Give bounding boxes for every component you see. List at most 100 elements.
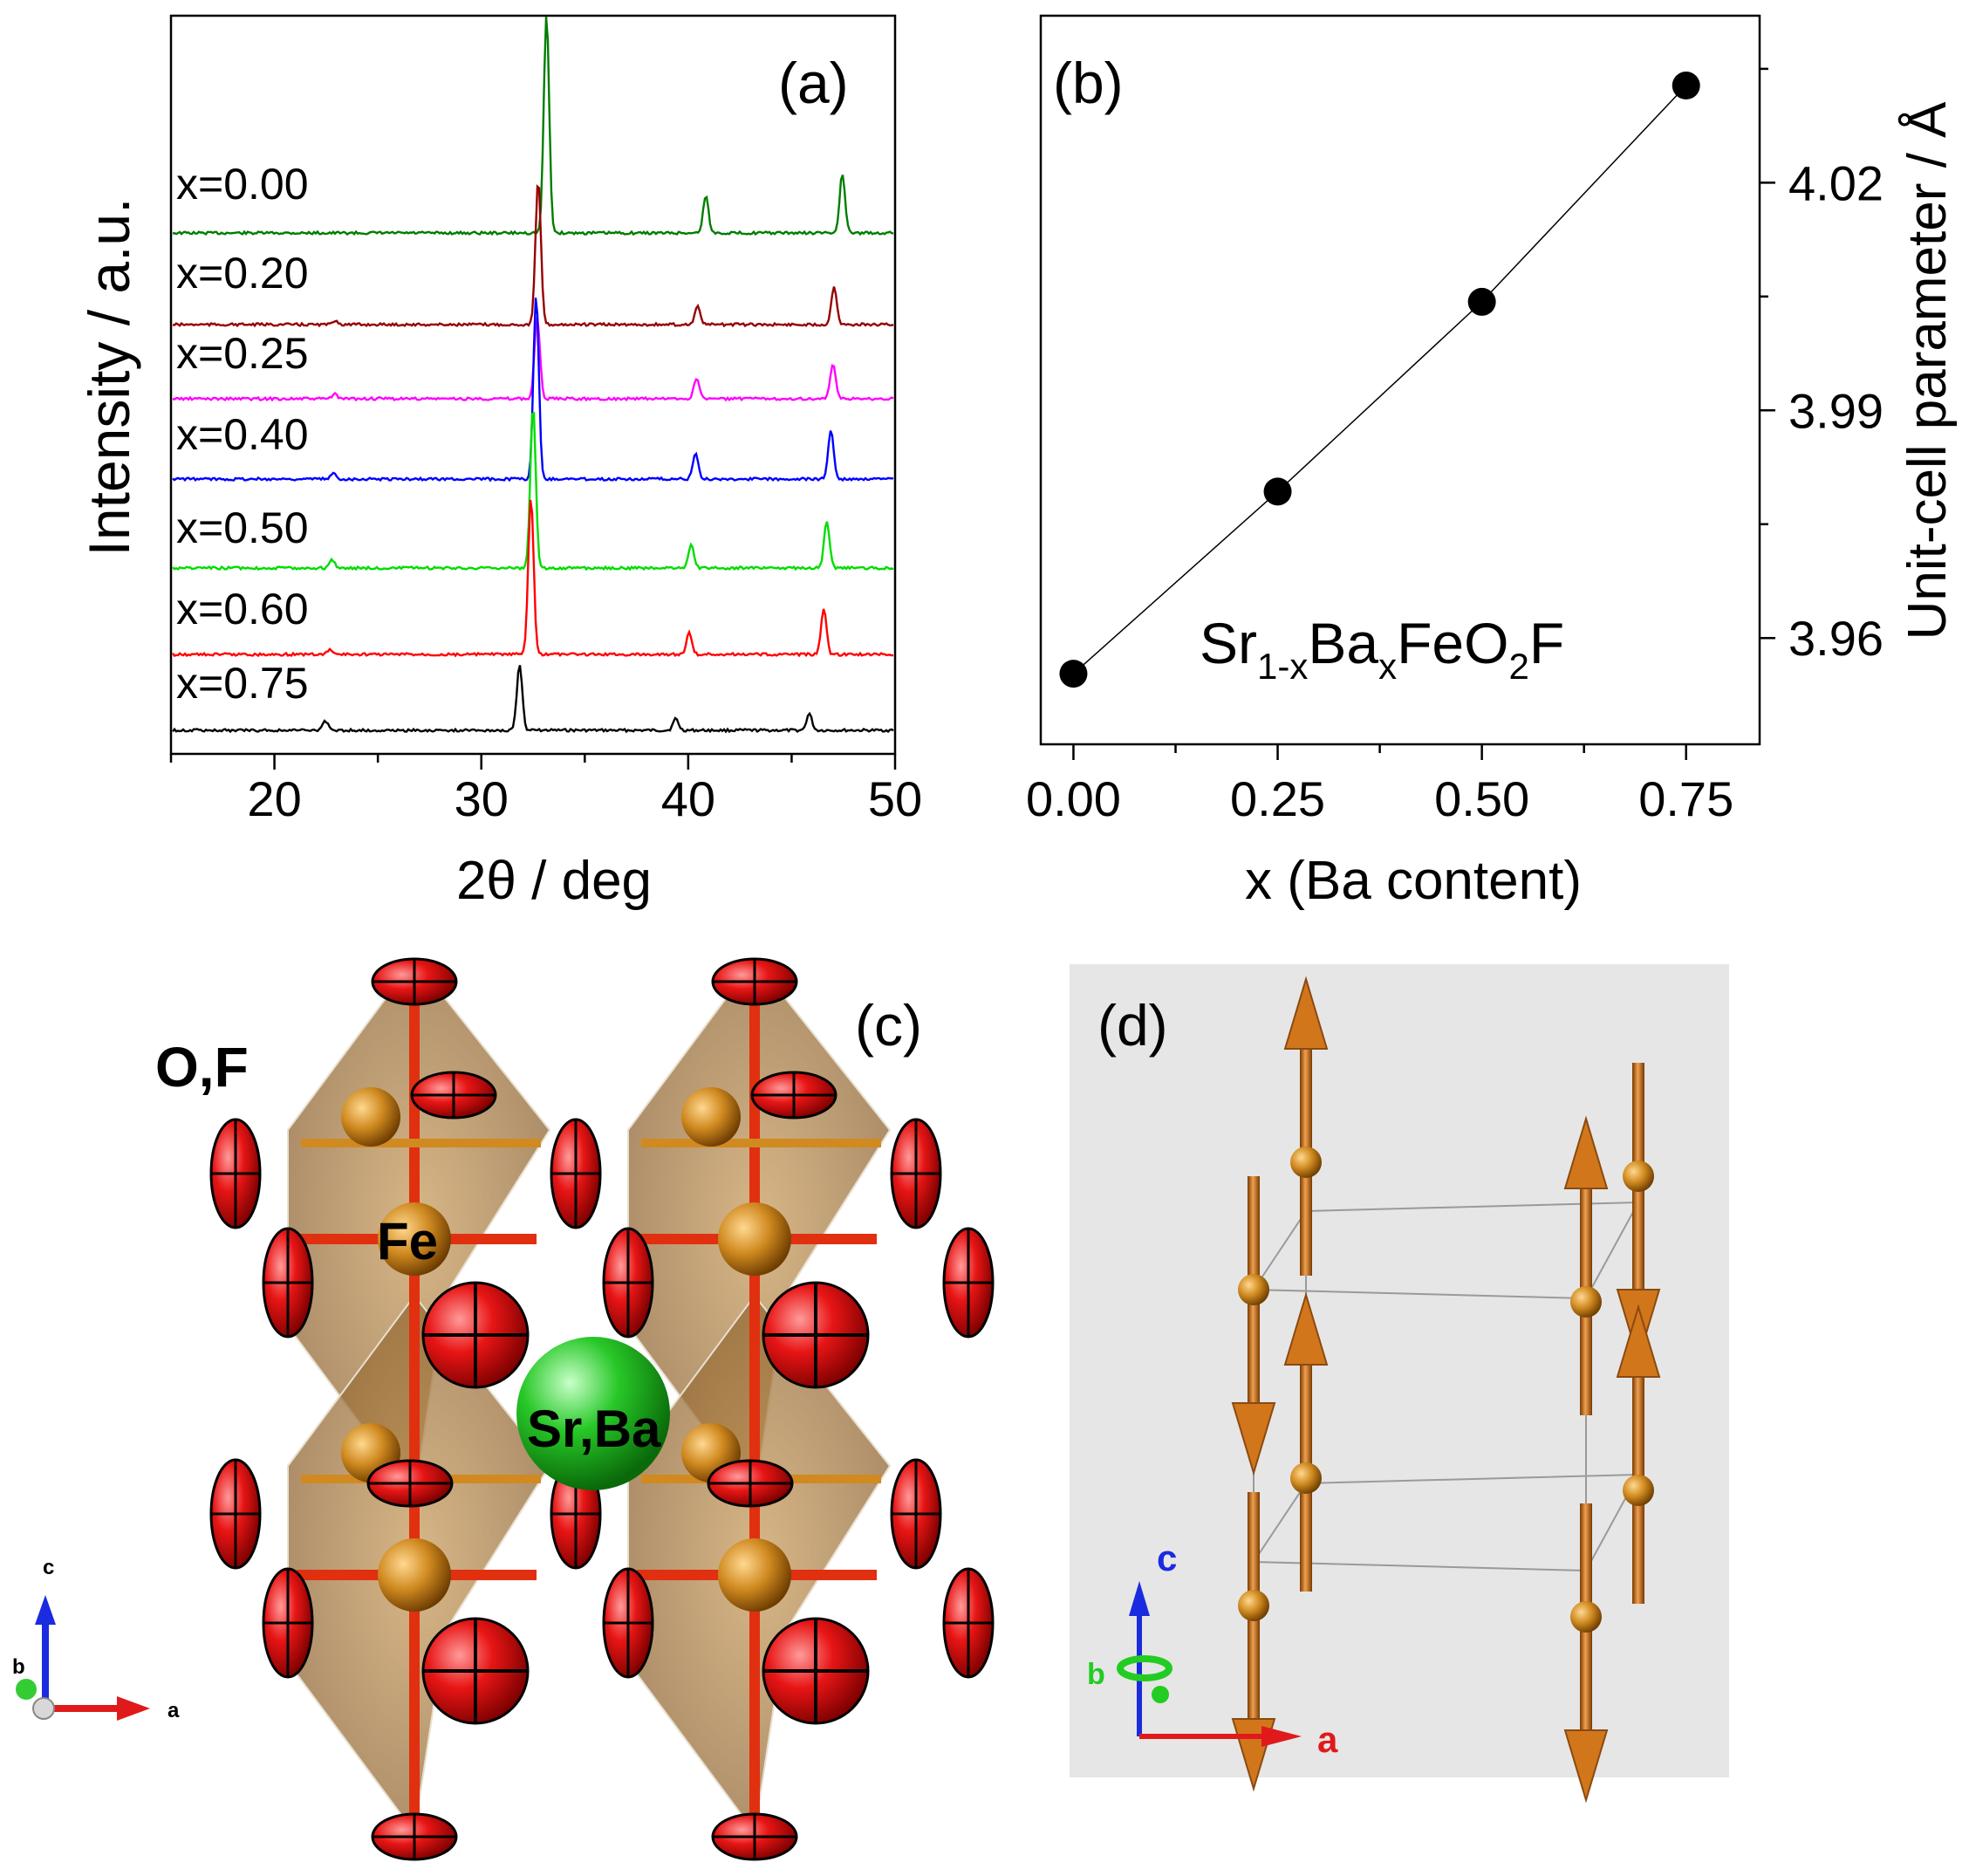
panel-a-x-tick-label: 50 [868, 771, 922, 826]
panel-a-x-tick-labels: 20 30 40 50 [247, 771, 922, 826]
panel-b-x-tick-label: 0.50 [1434, 771, 1529, 826]
panel-a-series: x=0.00 [172, 17, 894, 236]
svg-text:a: a [168, 1699, 180, 1722]
o-f-atom [421, 1617, 530, 1725]
panel-a-xrd-chart: 20 30 40 50 x=0.00x=0.20x=0.25x=0.40x=0.50x… [77, 14, 922, 911]
panel-b-label: (b) [1053, 51, 1124, 115]
panel-b-points [1059, 72, 1700, 688]
panel-c-crystal-structure: (c) O,F Fe Sr,Ba c b a [12, 957, 995, 1861]
o-f-atom [371, 1812, 458, 1861]
o-f-atom [602, 1567, 654, 1679]
spin-moment [1563, 1115, 1609, 1415]
spin-moment [1283, 976, 1329, 1276]
panel-a-series: x=0.20 [172, 184, 894, 328]
o-f-atom [209, 1118, 262, 1229]
svg-text:b: b [1087, 1658, 1105, 1691]
panel-a-series-label: x=0.75 [176, 659, 309, 708]
spin-moment [1563, 1503, 1609, 1804]
panel-a-series-label: x=0.50 [176, 503, 309, 552]
o-f-atom [942, 1567, 995, 1679]
o-f-atom [366, 1459, 454, 1508]
fe-atom [378, 1538, 451, 1612]
o-f-atom [890, 1458, 942, 1570]
panel-a-series-line [172, 665, 894, 734]
panel-a-plot-frame [169, 14, 897, 756]
panel-b-formula: Sr1-xBaxFeO2F [1200, 611, 1564, 687]
panel-b-y-tick-label: 3.96 [1788, 611, 1884, 666]
svg-text:a: a [1317, 1719, 1338, 1760]
panel-b-data-point [1467, 287, 1496, 316]
panel-a-series-label: x=0.20 [176, 249, 309, 298]
panel-c-axes-triad: c b a [12, 1556, 180, 1722]
svg-text:c: c [1157, 1537, 1177, 1578]
panel-a-series-label: x=0.25 [176, 329, 309, 378]
fe-atom [718, 1538, 791, 1612]
panel-c-label-of: O,F [155, 1036, 249, 1099]
panel-b-plot-frame [1039, 14, 1761, 746]
spin-moment [1283, 1291, 1329, 1592]
o-f-atom [421, 1281, 530, 1389]
panel-a-series: x=0.40 [172, 298, 894, 483]
panel-a-series-line [172, 184, 894, 328]
panel-a-series-line [172, 17, 894, 236]
panel-a-series-label: x=0.40 [176, 410, 309, 459]
panel-a-series-line [172, 298, 894, 483]
panel-b-x-tick-label: 0.00 [1026, 771, 1121, 826]
fe-atom [378, 1202, 451, 1276]
spin-moment [1231, 1176, 1276, 1476]
o-f-atom [750, 1071, 838, 1119]
panel-a-series-label: x=0.60 [176, 585, 309, 633]
o-f-atom [711, 1812, 798, 1861]
panel-c-label-fe: Fe [377, 1212, 438, 1270]
panel-b-ticks [1072, 67, 1775, 760]
panel-a-series-line [172, 411, 894, 572]
panel-c-label-srba: Sr,Ba [527, 1400, 661, 1458]
panel-d-spins [1231, 976, 1661, 1804]
svg-text:b: b [12, 1655, 25, 1679]
o-f-atom [762, 1617, 870, 1725]
panel-b-x-tick-label: 0.75 [1638, 771, 1733, 826]
o-f-atom [942, 1227, 995, 1339]
panel-b-fit-line [1073, 85, 1687, 674]
panel-c-atoms [209, 957, 995, 1861]
panel-a-series-label: x=0.00 [176, 160, 309, 209]
o-f-atom [602, 1227, 654, 1339]
panel-a-series: x=0.50 [172, 411, 894, 572]
panel-a-x-tick-label: 30 [455, 771, 509, 826]
o-f-atom [707, 1459, 794, 1508]
panel-d-magnetic-structure: (d) c a b [1070, 964, 1729, 1804]
panel-a-series: x=0.60 [172, 499, 894, 658]
panel-b-x-tick-label: 0.25 [1230, 771, 1325, 826]
panel-a-xlabel: 2θ / deg [456, 851, 652, 911]
svg-text:c: c [43, 1556, 54, 1579]
o-f-atom [410, 1071, 497, 1119]
panel-b-ylabel: Unit-cell parameter / Å [1897, 101, 1958, 640]
fe-atom [681, 1087, 741, 1147]
panel-a-x-tick-label: 20 [247, 771, 301, 826]
o-f-atom [762, 1281, 870, 1389]
panel-b-y-tick-label: 4.02 [1788, 155, 1884, 210]
panel-a-series-group: x=0.00 x=0.20 x=0.25 x=0.40 x=0.50 x=0.60 x=0.… [172, 17, 894, 734]
panel-d-axes-triad: c a b [1087, 1537, 1338, 1760]
panel-d-label: (d) [1097, 993, 1168, 1058]
panel-b-data-point [1263, 477, 1292, 506]
o-f-atom [262, 1567, 314, 1679]
o-f-atom [371, 957, 458, 1006]
panel-a-series: x=0.75 [172, 659, 894, 734]
panel-a-ylabel: Intensity / a.u. [77, 198, 141, 557]
o-f-atom [550, 1118, 602, 1229]
panel-a-x-ticks [169, 754, 897, 770]
o-f-atom [209, 1458, 262, 1570]
panel-a-series-line [172, 499, 894, 658]
panel-b-y-tick-label: 3.99 [1788, 383, 1884, 438]
spin-moment [1616, 1304, 1661, 1604]
panel-b-data-point [1672, 72, 1700, 100]
fe-atom [718, 1202, 791, 1276]
panel-b-tick-labels: 0.00 0.25 0.50 0.75 3.96 3.99 4.02 [1026, 155, 1884, 826]
o-f-atom [711, 957, 798, 1006]
o-f-atom [890, 1118, 942, 1229]
panel-b-xlabel: x (Ba content) [1245, 851, 1582, 911]
o-f-atom [262, 1227, 314, 1339]
panel-c-label: (c) [855, 993, 922, 1058]
